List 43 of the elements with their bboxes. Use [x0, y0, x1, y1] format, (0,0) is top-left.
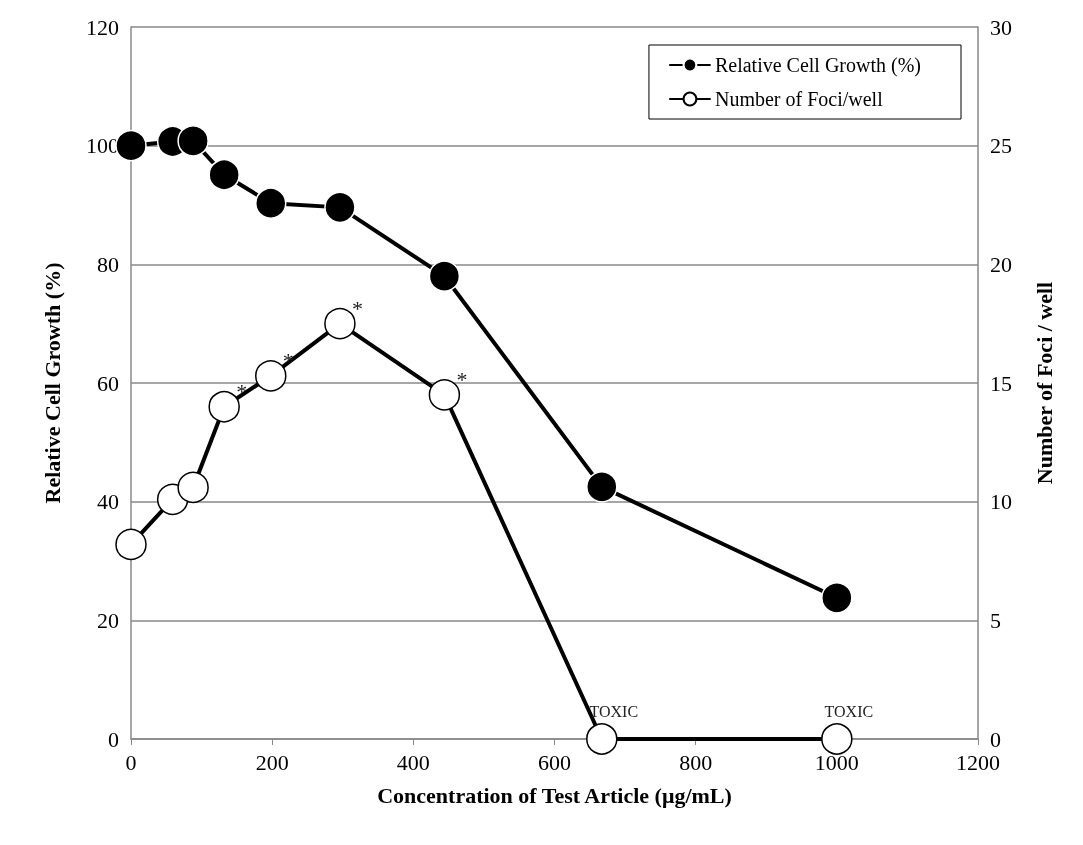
y2-axis-title: Number of Foci / well: [1031, 281, 1057, 485]
y2-tick-label: 10: [990, 489, 1012, 515]
point: [115, 528, 147, 561]
x-tick-label: 1000: [814, 749, 859, 775]
y-axis-title: Relative Cell Growth (%): [39, 262, 65, 504]
annotation: *: [456, 367, 468, 393]
y-tick-label: 20: [97, 607, 119, 633]
y-tick-label: 120: [86, 14, 119, 40]
y-tick-label: 80: [97, 251, 119, 277]
x-tick-label: 0: [125, 749, 137, 775]
x-axis-title: Concentration of Test Article (μg/mL): [377, 782, 732, 808]
y2-tick-label: 15: [990, 370, 1012, 396]
x-tick-label: 800: [679, 749, 713, 775]
point: [428, 260, 461, 292]
y2-tick-label: 5: [990, 607, 1001, 633]
y2-tick-label: 25: [990, 133, 1012, 159]
point: [586, 723, 618, 755]
y-tick-label: 0: [108, 726, 119, 752]
point: [255, 360, 287, 392]
legend-label: Number of Foci/well: [714, 88, 884, 110]
y-tick-label: 60: [97, 370, 119, 396]
annotation: *: [351, 296, 363, 322]
y2-tick-label: 30: [990, 14, 1012, 40]
point: [177, 471, 209, 504]
point: [821, 723, 853, 755]
point: [428, 379, 461, 411]
x-tick-label: 600: [538, 749, 571, 775]
y2-tick-label: 0: [990, 726, 1001, 752]
point: [208, 159, 240, 191]
point: [324, 191, 356, 224]
point: [177, 125, 209, 157]
annotation: TOXIC: [824, 702, 874, 720]
x-tick-label: 1200: [956, 749, 1000, 775]
y-tick-label: 40: [97, 489, 119, 515]
x-tick-label: 200: [255, 749, 289, 775]
legend-label: Relative Cell Growth (%): [714, 54, 922, 77]
point: [115, 129, 147, 162]
point: [586, 471, 618, 503]
point: [255, 187, 287, 219]
annotation: *: [236, 379, 248, 405]
x-tick-label: 400: [396, 749, 430, 775]
point: [821, 582, 853, 614]
y2-tick-label: 20: [990, 251, 1012, 277]
